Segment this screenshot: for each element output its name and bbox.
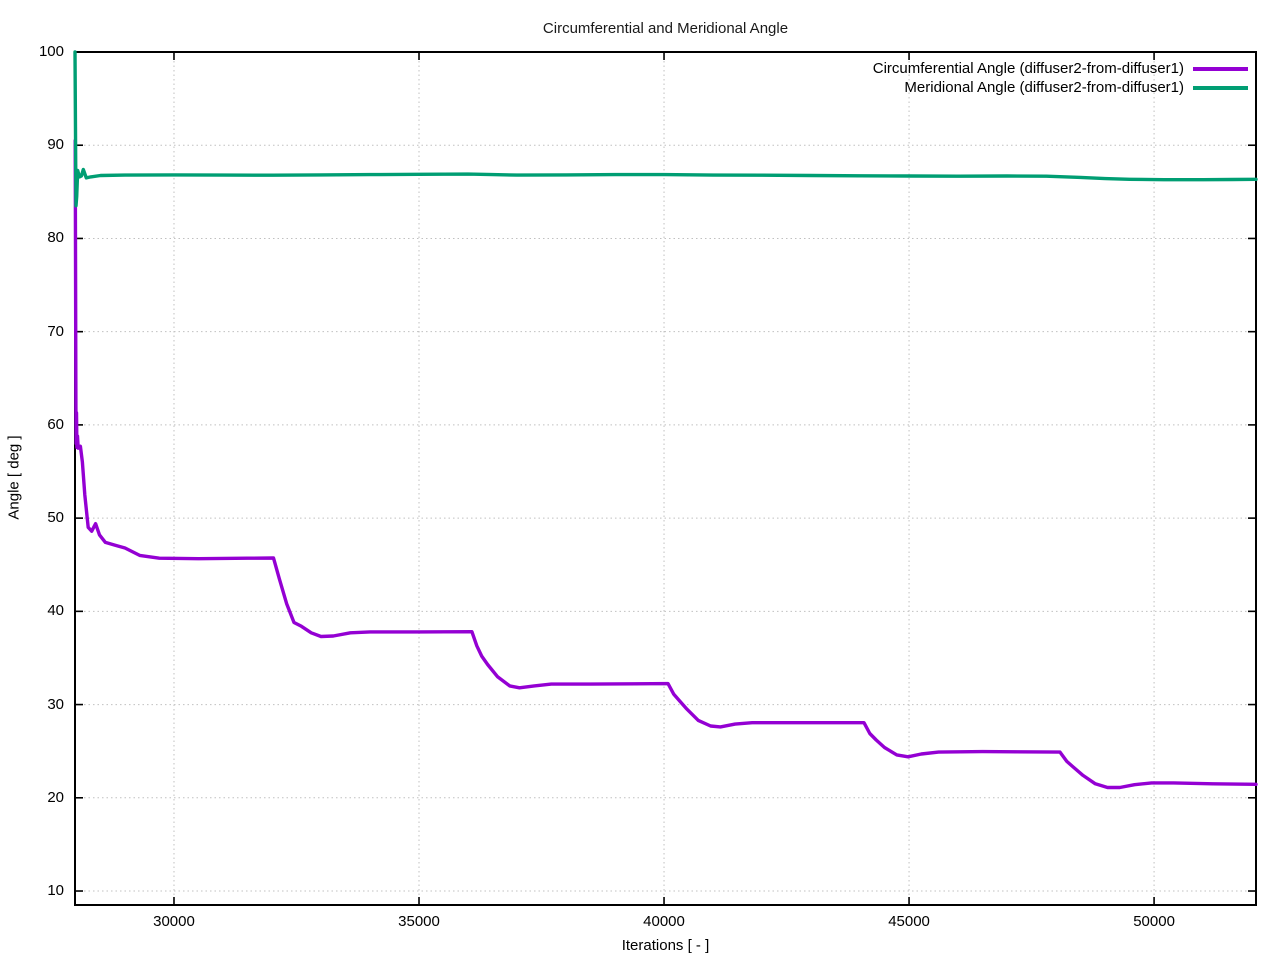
plot-border: [74, 51, 1257, 906]
x-tick-label: 45000: [888, 913, 930, 930]
y-tick-label: 60: [47, 415, 64, 433]
y-tick-label: 30: [47, 695, 64, 713]
series-line-1: [73, 50, 1258, 208]
y-tick-label: 10: [47, 882, 64, 900]
x-axis-label: Iterations [ - ]: [621, 937, 710, 954]
y-tick-label: 40: [47, 602, 64, 620]
legend-item: Meridional Angle (diffuser2-from-diffuse…: [873, 78, 1248, 97]
series-line-0: [73, 138, 1258, 790]
x-tick-label: 50000: [1133, 913, 1175, 930]
legend-line-sample: [1193, 85, 1248, 90]
x-tick-label: 35000: [398, 913, 440, 930]
legend-line-sample: [1193, 66, 1248, 71]
y-tick-label: 100: [38, 43, 64, 60]
legend-label: Meridional Angle (diffuser2-from-diffuse…: [904, 79, 1184, 96]
legend-item: Circumferential Angle (diffuser2-from-di…: [873, 59, 1248, 78]
y-tick-label: 80: [47, 229, 64, 247]
y-tick-label: 70: [47, 322, 64, 340]
y-tick-label: 20: [47, 788, 64, 806]
y-tick-label: 90: [47, 136, 64, 154]
x-tick-label: 30000: [153, 913, 195, 930]
y-tick-label: 50: [47, 509, 64, 527]
x-tick-label: 40000: [643, 913, 685, 930]
chart-title: Circumferential and Meridional Angle: [542, 20, 789, 37]
legend: Circumferential Angle (diffuser2-from-di…: [873, 59, 1248, 97]
legend-label: Circumferential Angle (diffuser2-from-di…: [872, 60, 1184, 77]
